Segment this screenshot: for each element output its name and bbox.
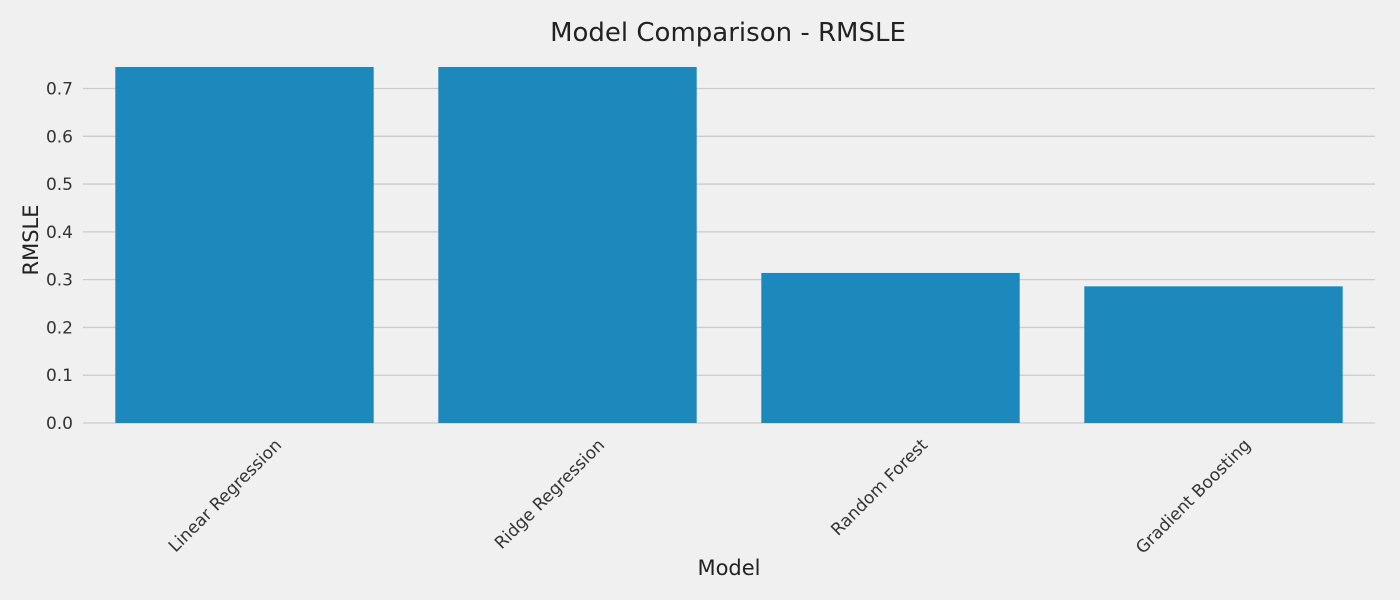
y-tick-label: 0.3 (46, 271, 73, 291)
bars (115, 67, 1343, 423)
y-tick-labels: 0.0 0.1 0.2 0.3 0.4 0.5 0.6 0.7 (46, 80, 73, 434)
y-tick-label: 0.7 (46, 80, 73, 100)
x-tick-labels: Linear Regression Ridge Regression Random … (165, 435, 1255, 558)
y-tick-label: 0.5 (46, 175, 73, 195)
x-axis-label: Model (697, 556, 760, 580)
y-tick-label: 0.4 (46, 223, 73, 243)
x-tick-label: Linear Regression (165, 435, 286, 556)
bar (115, 67, 374, 423)
y-tick-label: 0.6 (46, 127, 73, 147)
bar (438, 67, 697, 423)
y-axis-label: RMSLE (19, 204, 43, 275)
y-tick-label: 0.2 (46, 318, 73, 338)
bar (1084, 286, 1343, 423)
bar (761, 272, 1020, 423)
chart-title: Model Comparison - RMSLE (550, 18, 906, 48)
x-tick-label: Gradient Boosting (1132, 435, 1255, 558)
x-tick-label: Ridge Regression (491, 435, 609, 553)
y-tick-label: 0.0 (46, 414, 73, 434)
x-tick-label: Random Forest (827, 435, 932, 540)
y-tick-label: 0.1 (46, 366, 73, 386)
